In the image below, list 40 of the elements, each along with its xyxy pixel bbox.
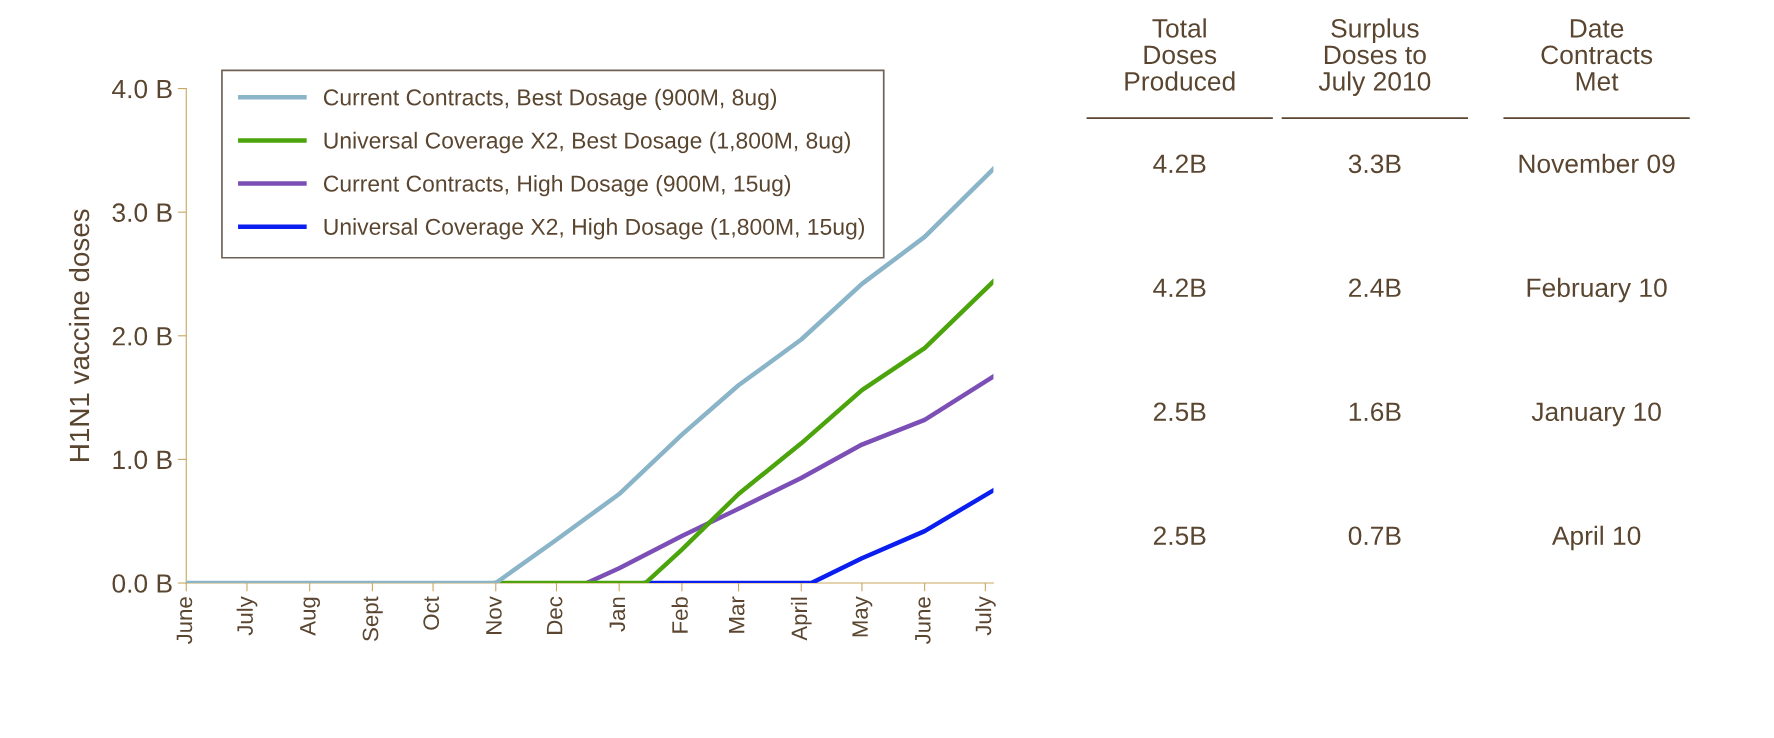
x-tick-label: June bbox=[915, 597, 931, 645]
text: 2.4B bbox=[1349, 278, 1401, 297]
text: 4.2B bbox=[1153, 278, 1206, 297]
x-tick-label: June bbox=[176, 597, 193, 645]
y-axis-title: H1N1 vaccine doses bbox=[68, 209, 90, 461]
text: February 10 bbox=[1527, 277, 1667, 303]
y-tick-label: 4.0 B bbox=[112, 79, 172, 99]
x-tick-label: Oct bbox=[423, 596, 440, 630]
text: January 10 bbox=[1531, 402, 1661, 427]
y-tick-label: 1.0 B bbox=[113, 450, 172, 470]
text: Total Doses Produced bbox=[1125, 18, 1235, 91]
x-tick-label: May bbox=[852, 596, 873, 637]
y-tick-label: 3.0 B bbox=[112, 203, 172, 222]
text: Date Contracts Met bbox=[1541, 19, 1653, 91]
text: 3.3B bbox=[1348, 154, 1401, 174]
legend-label: Current Contracts, Best Dosage (900M, 8ug) bbox=[323, 88, 777, 111]
text: 2.5B bbox=[1153, 402, 1206, 422]
text: April 10 bbox=[1551, 525, 1641, 551]
x-tick-label: Jan bbox=[609, 597, 626, 632]
x-tick-label: Dec bbox=[546, 596, 563, 634]
y-tick-label: 0.0 B bbox=[112, 574, 172, 593]
text: 2.5B bbox=[1153, 526, 1206, 546]
y-tick-label: 2.0 B bbox=[112, 326, 172, 346]
x-tick-label: Aug bbox=[300, 597, 321, 636]
legend-label: Universal Coverage X2, Best Dosage (1,800M, 8ug) bbox=[324, 131, 850, 154]
x-tick-label: Mar bbox=[729, 596, 745, 633]
text: November 09 bbox=[1519, 153, 1675, 174]
x-tick-label: Feb bbox=[671, 597, 688, 633]
text: 4.2B bbox=[1153, 154, 1206, 173]
legend-label: Universal Coverage X2, High Dosage (1,800M, 15ug) bbox=[324, 218, 864, 240]
text: Surplus Doses to July 2010 bbox=[1318, 18, 1431, 96]
line-series bbox=[584, 374, 994, 584]
x-tick-label: Nov bbox=[486, 596, 502, 634]
text: 1.6B bbox=[1349, 402, 1401, 422]
x-tick-label: Sept bbox=[362, 596, 383, 641]
text: 0.7B bbox=[1348, 526, 1401, 546]
x-tick-label: April bbox=[790, 597, 812, 641]
legend-label: Current Contracts, High Dosage (900M, 15ug) bbox=[323, 174, 791, 197]
x-tick-label: July bbox=[236, 596, 258, 636]
x-tick-label: July bbox=[974, 596, 996, 636]
